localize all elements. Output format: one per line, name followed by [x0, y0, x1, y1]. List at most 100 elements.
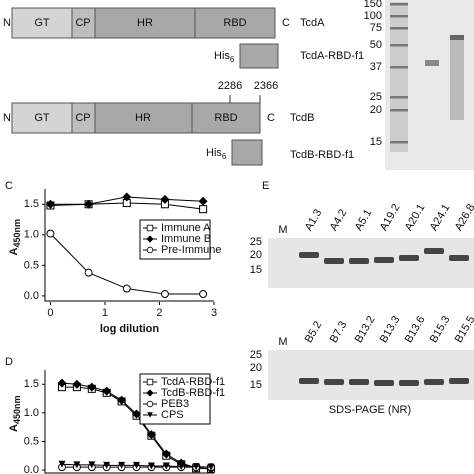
- y-axis-label: A450nm: [8, 396, 22, 432]
- legend-label: PEB3: [161, 398, 189, 410]
- band: [449, 255, 469, 261]
- point: [177, 463, 185, 471]
- point: [57, 378, 67, 388]
- lane-label: B5.2: [303, 319, 325, 345]
- marker-label: 25: [250, 349, 262, 361]
- label: His6: [214, 50, 235, 64]
- label: 2366: [254, 80, 278, 92]
- lane-label: A24.1: [428, 202, 453, 233]
- fragment: [231, 139, 263, 166]
- y-tick-label: 1.0: [24, 229, 39, 241]
- y-tick-label: 0.0: [24, 464, 39, 474]
- marker-label: 20: [370, 104, 382, 116]
- band: [399, 255, 419, 261]
- band: [390, 27, 408, 30]
- panel-letter: C: [5, 180, 13, 192]
- marker-label: 150: [364, 0, 382, 10]
- gel: [268, 350, 474, 400]
- point: [192, 463, 200, 471]
- band: [424, 379, 444, 385]
- point: [88, 461, 96, 469]
- band: [349, 379, 369, 385]
- label: GT: [34, 112, 50, 124]
- lane-label: B15.3: [428, 314, 453, 345]
- band: [390, 141, 408, 144]
- marker-label: 20: [250, 249, 262, 261]
- point: [103, 461, 111, 469]
- label: His: [214, 50, 230, 62]
- legend-label: TcdA-RBD-f1: [161, 376, 225, 388]
- gel-top: [385, 0, 474, 170]
- lane-label: M: [278, 224, 287, 236]
- point: [72, 379, 82, 389]
- lane-label: B13.6: [403, 314, 428, 345]
- point: [46, 229, 55, 238]
- x-axis-label: log dilution: [100, 323, 160, 335]
- domain: [94, 7, 196, 39]
- band: [299, 378, 319, 384]
- point: [160, 194, 170, 204]
- band: [450, 35, 464, 40]
- lane-label: A26.8: [453, 202, 474, 233]
- y-tick-label: 0.5: [24, 435, 39, 447]
- label: RBD: [214, 112, 237, 124]
- domain: [11, 102, 73, 134]
- x-tick-label: 2: [156, 307, 162, 319]
- point: [87, 382, 97, 392]
- band: [390, 109, 408, 112]
- domain: [11, 7, 73, 39]
- label: C: [267, 112, 275, 124]
- x-tick-label: 0: [47, 307, 53, 319]
- y-axis-label: A: [8, 248, 20, 256]
- band: [349, 258, 369, 264]
- label: C: [282, 17, 290, 29]
- band: [425, 60, 439, 66]
- label: TcdA-RBD-f1: [300, 50, 364, 62]
- y-axis-label: 450nm: [12, 219, 22, 248]
- label: N: [3, 112, 11, 124]
- band: [374, 380, 394, 386]
- marker-label: 25: [370, 91, 382, 103]
- band: [390, 3, 408, 6]
- marker-label: 25: [250, 236, 262, 248]
- point: [146, 430, 156, 440]
- lane-label: A1.3: [303, 207, 325, 233]
- label: His6: [206, 147, 227, 161]
- y-tick-label: 1.5: [24, 198, 39, 210]
- band: [390, 96, 408, 99]
- y-tick-label: 1.5: [24, 378, 39, 390]
- legend-marker: [146, 378, 154, 386]
- point: [84, 268, 93, 277]
- y-axis-label: A450nm: [8, 219, 22, 255]
- point: [73, 461, 81, 469]
- label: 6: [222, 152, 227, 161]
- point: [199, 205, 208, 214]
- fragment: [239, 43, 279, 69]
- domain: [191, 102, 261, 134]
- marker-label: 50: [370, 39, 382, 51]
- panel-letter: E: [262, 180, 269, 192]
- lane-label: B13.2: [353, 314, 378, 345]
- axis: [44, 189, 214, 302]
- x-tick-label: 1: [102, 307, 108, 319]
- band: [324, 258, 344, 264]
- lane-label: A4.2: [328, 207, 350, 233]
- label: N: [3, 17, 11, 29]
- band: [449, 378, 469, 384]
- legend-label: CPS: [161, 409, 184, 421]
- point: [102, 386, 112, 396]
- band: [399, 380, 419, 386]
- panel-e: [268, 238, 474, 400]
- label: His: [206, 147, 222, 159]
- label: TcdB: [290, 112, 314, 124]
- caption: SDS-PAGE (NR): [329, 404, 411, 416]
- label: CP: [75, 17, 90, 29]
- y-axis-label: 450nm: [12, 396, 22, 425]
- gel: [268, 238, 474, 288]
- label: 2286: [218, 80, 242, 92]
- lane-label: B13.3: [378, 314, 403, 345]
- panel-letter: D: [5, 356, 13, 368]
- point: [198, 196, 208, 206]
